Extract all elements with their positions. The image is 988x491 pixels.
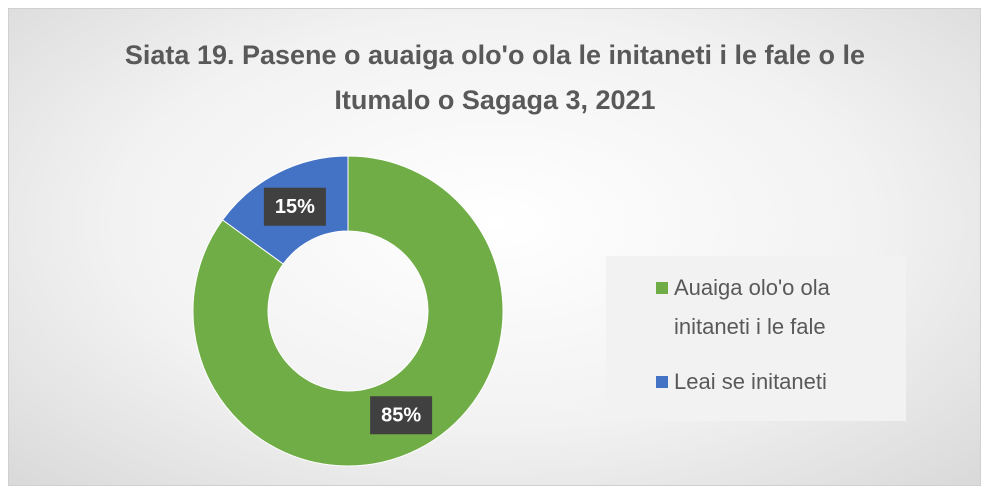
data-label-bg [370, 396, 433, 435]
legend-item: Auaiga olo'o ola initaneti i le fale [656, 274, 874, 346]
donut-slice [192, 155, 504, 467]
data-label: 85% [381, 405, 421, 427]
chart-title: Siata 19. Pasene o auaiga olo'o ola le i… [124, 40, 866, 115]
legend-item: Leai se initaneti [656, 368, 874, 401]
legend: Auaiga olo'o ola initaneti i le fale Leai… [606, 256, 906, 421]
data-label: 15% [275, 196, 315, 218]
legend-swatch [656, 376, 668, 388]
chart: 85% 15% Siata 19. Pasene o auaiga olo'o o… [8, 8, 981, 486]
plot: 85% 15% [192, 155, 504, 467]
legend-label: Leai se initaneti [674, 369, 827, 394]
legend-swatch [656, 282, 668, 294]
legend-label: Auaiga olo'o ola initaneti i le fale [674, 275, 830, 339]
data-label-bg [263, 187, 326, 226]
